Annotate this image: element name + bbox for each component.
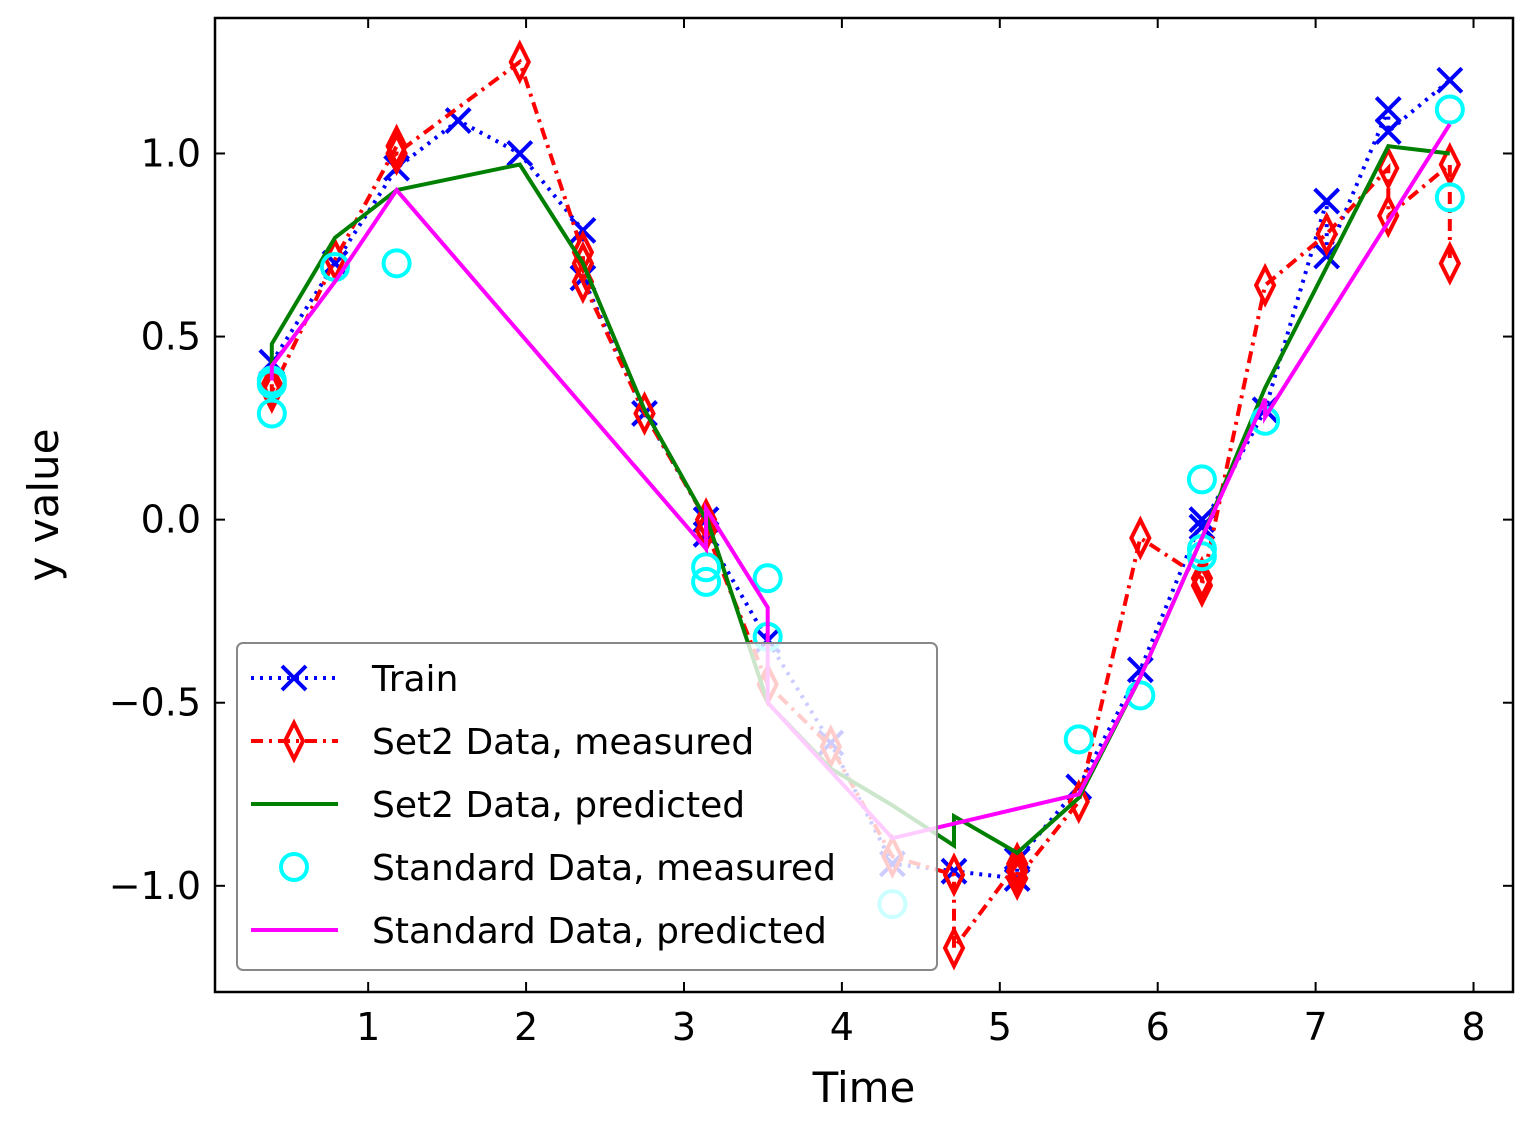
data-point [1253,262,1277,308]
data-point [1005,848,1029,894]
legend-label: Set2 Data, measured [372,722,754,763]
x-tick-label: 4 [830,1005,854,1049]
data-point [752,563,783,594]
data-point [691,566,722,597]
data-point [1129,515,1152,561]
y-tick-label: −0.5 [109,681,201,725]
data-point [1190,555,1214,601]
x-tick-label: 1 [356,1005,380,1049]
y-tick-label: −1.0 [109,864,201,908]
data-point [1438,240,1462,286]
data-point [1434,94,1465,125]
data-point [571,229,595,275]
x-tick-label: 7 [1304,1005,1328,1049]
data-point [1315,211,1338,257]
data-point [691,552,722,583]
data-point [385,123,408,169]
y-axis-label: y value [19,429,68,582]
data-point [508,39,531,85]
legend-marker [280,664,308,692]
legend-entry: Standard Data, measured [279,848,836,889]
legend-label: Set2 Data, predicted [372,785,745,826]
legend: Train Set2 Data, measured Set2 Data, predi… [236,642,938,971]
data-point [1374,118,1402,145]
data-point [381,248,412,279]
series-line [269,58,1452,955]
x-tick-label: 3 [672,1005,696,1049]
data-point [1005,841,1029,887]
legend-entry: Set2 Data, measured [251,718,754,764]
x-tick-label: 8 [1461,1005,1485,1049]
data-point [1313,187,1341,215]
legend-entry: Train [251,659,458,700]
data-point [1190,563,1214,609]
data-point [256,398,287,429]
y-tick-label: 0.0 [141,498,201,542]
legend-marker [282,718,306,764]
legend-label: Standard Data, predicted [372,911,827,952]
data-point [1436,66,1464,94]
legend-box [236,642,938,971]
data-point [1186,541,1217,572]
legend-entry: Standard Data, predicted [251,911,827,952]
plot-frame [213,16,1515,994]
data-point [1125,680,1156,711]
data-point [1434,182,1465,213]
y-tick-label: 1.0 [141,131,201,175]
x-tick-label: 6 [1146,1005,1170,1049]
data-point [633,390,656,436]
data-point [1374,96,1402,123]
data-point [942,925,966,971]
legend-label: Standard Data, measured [372,848,836,889]
legend-marker [279,852,309,882]
x-tick-label: 2 [514,1005,538,1049]
x-tick-label: 5 [988,1005,1012,1049]
data-point [1188,506,1216,534]
data-point [506,140,534,167]
x-axis-label: Time [812,1063,916,1112]
data-point [1063,724,1094,755]
legend-entry: Set2 Data, predicted [251,785,745,826]
data-point [942,852,966,898]
y-tick-label: 0.5 [141,315,201,359]
data-point [385,131,408,176]
data-point [260,369,284,414]
legend-label: Train [371,659,458,700]
ticks-layer: 1 2 3 4 5 6 7 8 −1.0 −0.5 0.0 0.5 1.0 [109,18,1513,1049]
data-point [1186,464,1217,495]
data-point [1005,856,1029,901]
